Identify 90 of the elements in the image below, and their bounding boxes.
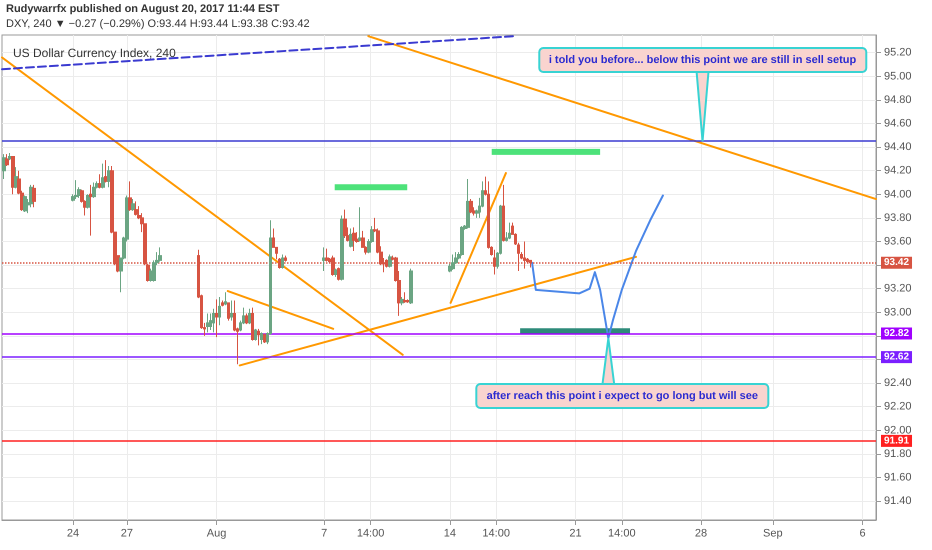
candlestick	[86, 194, 90, 209]
candlestick	[74, 180, 78, 200]
x-tick-label: Aug	[206, 528, 226, 540]
x-tick-label: 27	[120, 528, 133, 540]
x-tick-label: 14	[444, 528, 456, 540]
candlestick	[508, 222, 511, 240]
y-tick-label: 93.60	[884, 236, 912, 248]
candlestick	[260, 332, 263, 345]
x-tick-label: 7	[321, 528, 328, 540]
candlestick	[11, 156, 15, 195]
candlestick	[403, 292, 407, 304]
y-tick-label: 93.00	[884, 306, 912, 318]
candlestick	[340, 215, 344, 281]
annotation: after reach this point i expect to go long but will see	[476, 383, 770, 410]
candlestick	[89, 184, 93, 236]
y-tick-label: 95.20	[884, 46, 912, 59]
candlestick	[14, 166, 18, 189]
candlestick	[251, 307, 254, 342]
candlestick	[263, 333, 266, 344]
candlestick	[98, 174, 102, 189]
candlestick	[227, 302, 230, 322]
ref-line-label: 91.91	[884, 435, 910, 446]
candlestick	[101, 163, 105, 189]
candlestick	[245, 312, 248, 325]
y-tick-label: 91.40	[884, 495, 912, 508]
x-tick-label: 14:00	[608, 528, 636, 540]
x-tick-label: 14:00	[482, 528, 510, 540]
candlestick	[257, 328, 260, 346]
y-tick-label: 94.00	[884, 188, 912, 200]
candlestick	[5, 154, 9, 166]
candlestick	[343, 209, 347, 238]
y-tick-label: 92.00	[884, 424, 912, 436]
candlestick	[218, 296, 221, 326]
y-tick-label: 94.80	[884, 94, 912, 106]
candlestick	[400, 296, 404, 306]
candlestick	[409, 268, 413, 305]
candlestick	[104, 160, 108, 184]
candlestick	[248, 308, 251, 325]
candlestick	[322, 246, 326, 272]
candlestick	[254, 328, 257, 342]
y-tick-label: 93.20	[884, 282, 912, 295]
line-series	[531, 194, 664, 340]
ref-line-label: 93.42	[884, 257, 910, 268]
y-tick-label: 94.40	[884, 141, 912, 154]
candlestick	[128, 180, 132, 212]
candlestick	[466, 178, 470, 230]
candlestick	[352, 226, 356, 252]
y-tick-label: 92.20	[884, 400, 912, 413]
y-tick-label: 95.00	[884, 70, 912, 82]
candlestick	[451, 254, 455, 270]
x-tick-label: 6	[859, 528, 866, 540]
candlestick	[221, 300, 224, 307]
x-tick-label: 28	[694, 528, 708, 540]
text: US Dollar Currency Index, 240	[13, 46, 176, 60]
candlestick	[131, 198, 135, 212]
x-tick-label: 14:00	[356, 528, 384, 540]
ref-line-label: 92.62	[884, 352, 910, 363]
candlestick	[8, 152, 12, 161]
y-tick-label: 94.60	[884, 118, 912, 130]
x-tick-label: 21	[569, 528, 582, 540]
candlestick	[23, 194, 27, 213]
y-tick-label: 91.60	[884, 472, 912, 484]
y-tick-label: 92.40	[884, 377, 912, 390]
candlestick	[158, 246, 162, 262]
y-tick-label: 93.80	[884, 212, 912, 224]
candlestick	[358, 206, 362, 242]
candlestick	[349, 228, 353, 248]
candlestick	[230, 300, 233, 322]
candlestick	[469, 198, 473, 214]
candlestick	[32, 184, 36, 208]
candlestick	[502, 184, 505, 242]
y-tick-label: 94.20	[884, 164, 912, 177]
candlestick	[224, 292, 227, 306]
candlestick	[388, 254, 392, 268]
x-tick-label: 24	[66, 528, 80, 540]
annotation: i told you before... below this point we are still in sell setup	[538, 47, 868, 74]
candlestick	[212, 308, 215, 333]
y-tick-label: 91.80	[884, 448, 912, 460]
candlestick	[2, 154, 6, 180]
candlestick	[92, 182, 96, 198]
chart-subtitle: Rudywarrfx published on August 20, 2017 11:44 EST	[6, 2, 280, 17]
candlestick	[460, 226, 464, 256]
text: DXY, 240 ▼ −0.27 (−0.29%) O:93.44 H:93.44 L:93.38 C:93.42	[6, 17, 310, 32]
candlestick	[134, 200, 138, 216]
ref-line-label: 92.82	[884, 328, 910, 340]
candlestick	[206, 312, 209, 333]
candlestick	[215, 298, 218, 338]
candlestick	[209, 312, 212, 331]
candlestick	[281, 254, 284, 270]
x-tick-label: Sep	[763, 528, 783, 540]
